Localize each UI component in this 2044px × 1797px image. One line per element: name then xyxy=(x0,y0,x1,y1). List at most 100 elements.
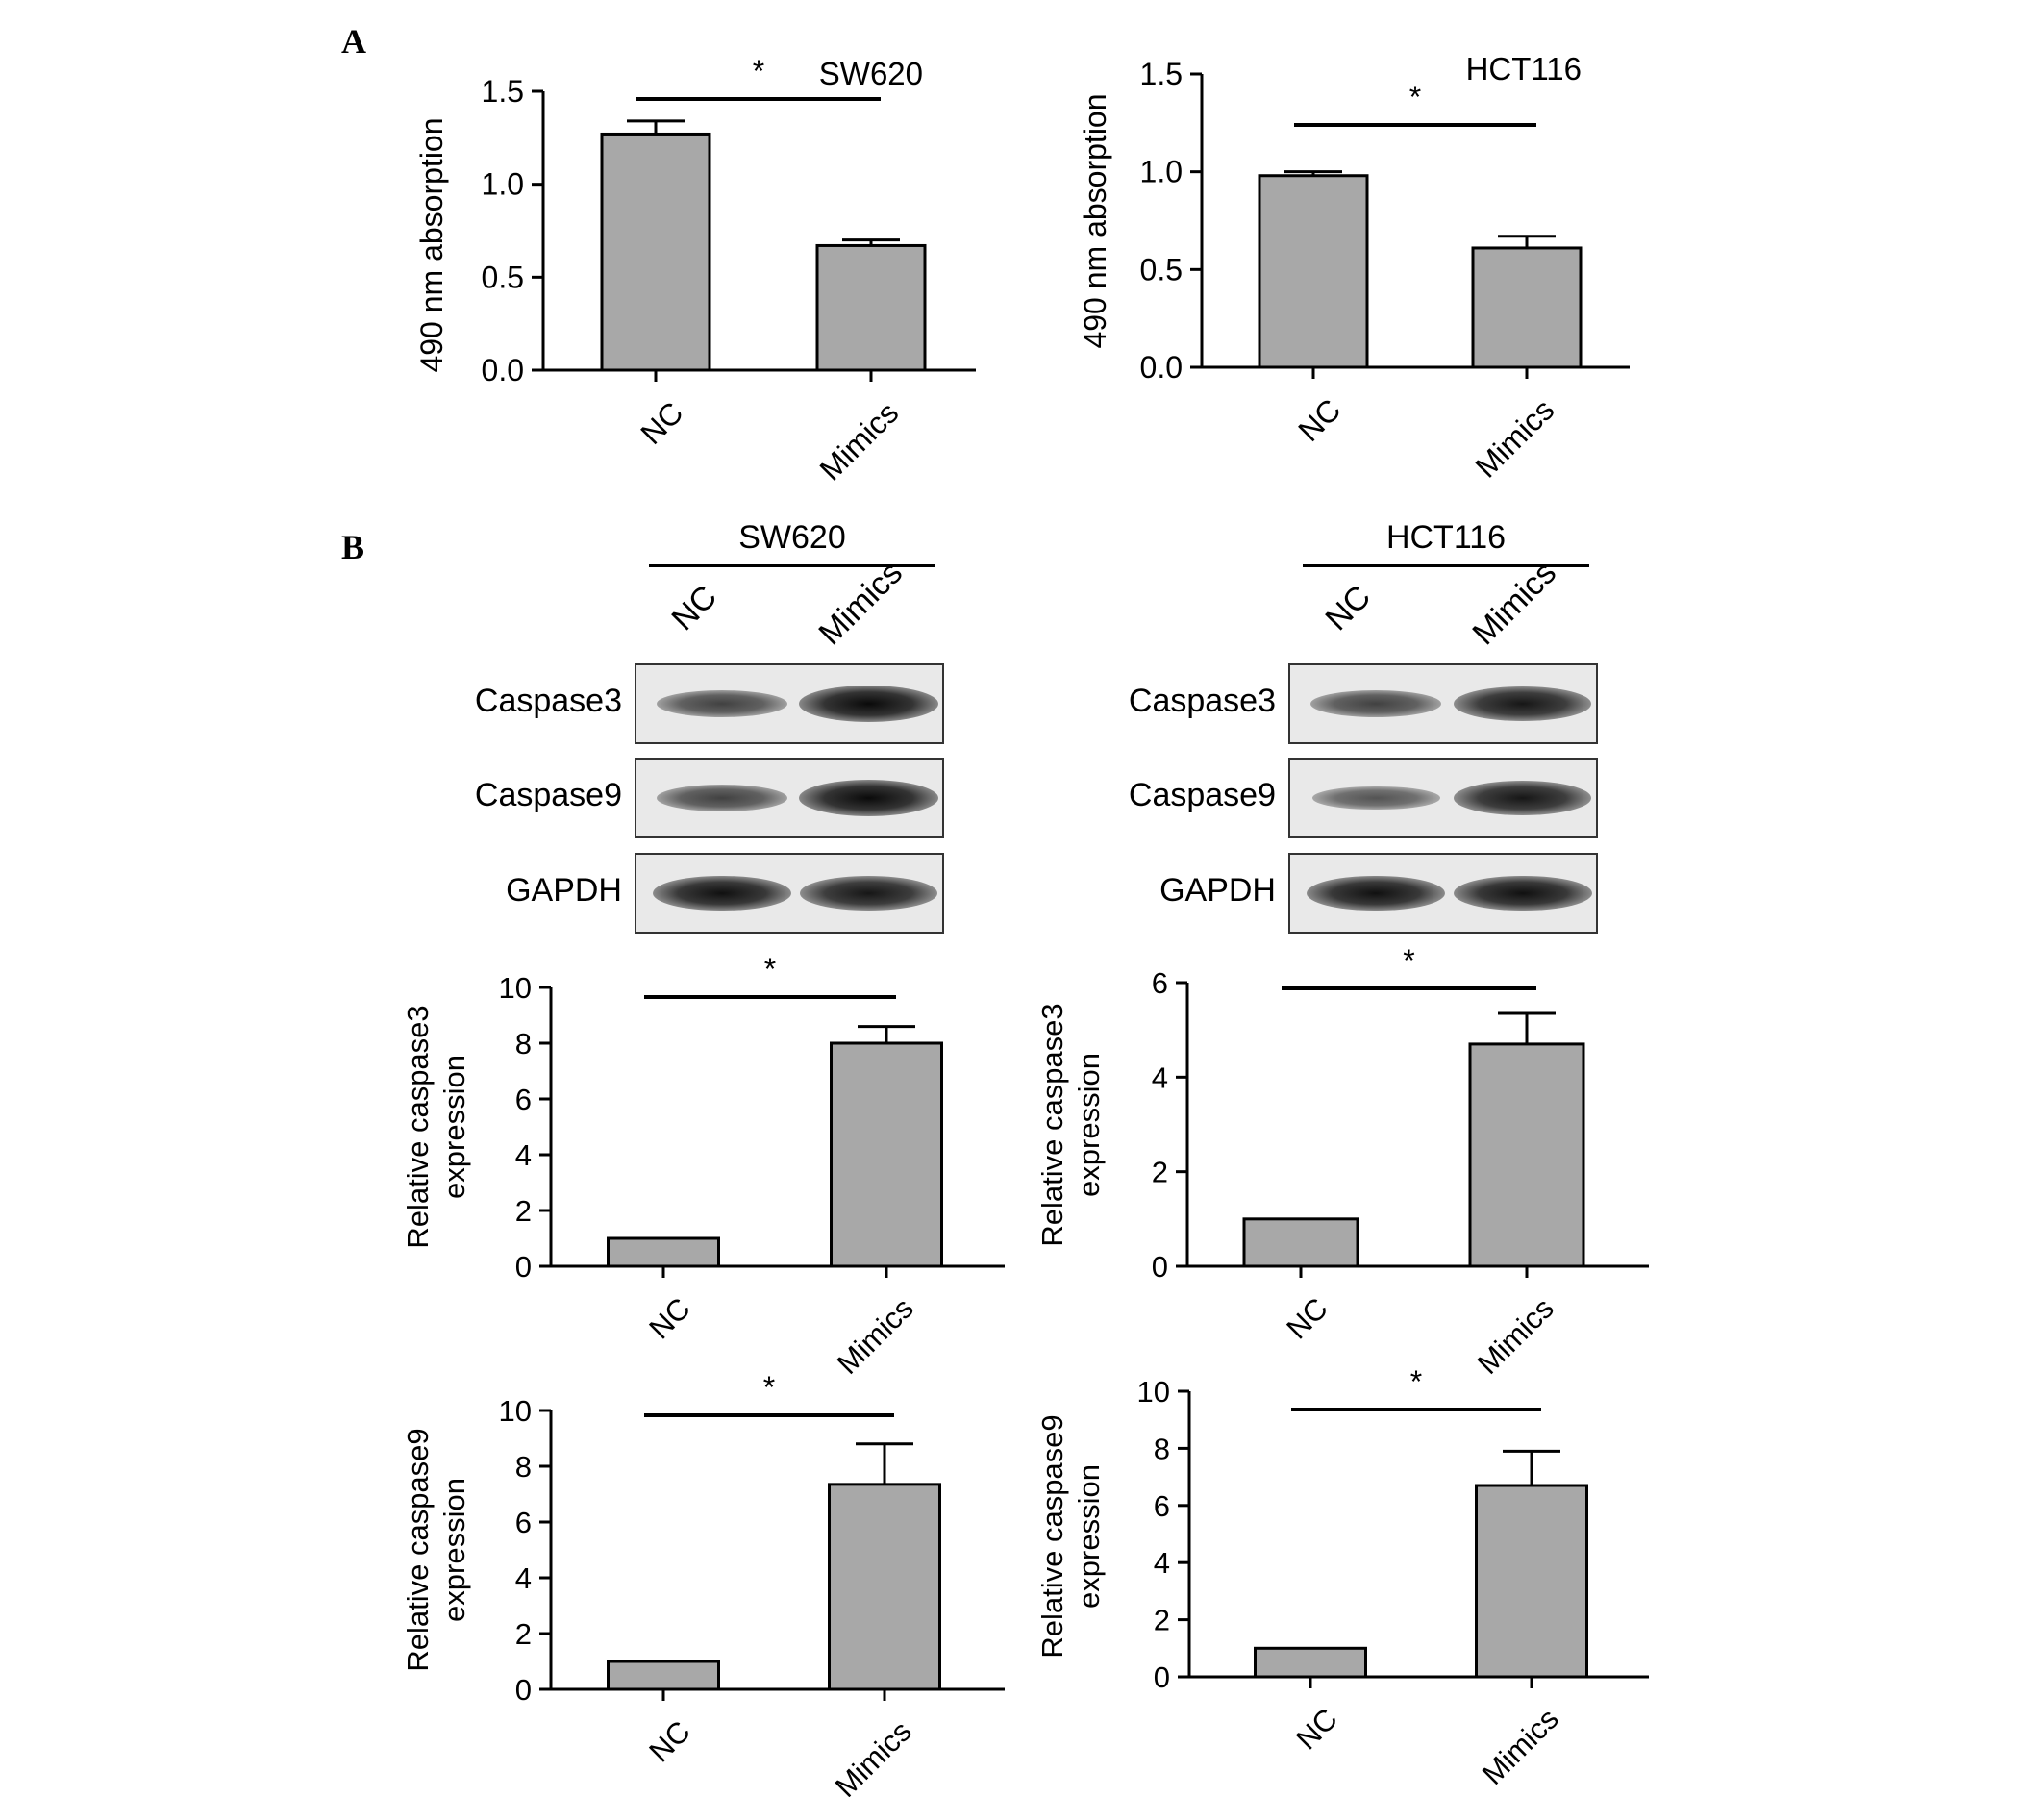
y-tick-label: 6 xyxy=(1154,1489,1170,1523)
bar-nc xyxy=(607,1236,720,1268)
band-mimics xyxy=(799,686,939,722)
blot-strip-caspase9 xyxy=(635,758,944,838)
blot-row-label: Caspase9 xyxy=(1128,777,1276,813)
chart-b-sw620-caspase9: 0 2 4 6 8 10 NC Mimics * Relative caspase9express… xyxy=(401,1370,1005,1797)
y-tick-label: 4 xyxy=(1152,1061,1168,1094)
bar-mimics xyxy=(1471,246,1583,369)
y-tick-label: 10 xyxy=(499,971,532,1005)
lane-label-nc: NC xyxy=(664,578,725,638)
x-tick-label: Mimics xyxy=(1469,392,1561,485)
y-tick-label: 2 xyxy=(1152,1156,1168,1189)
band-mimics xyxy=(1453,875,1592,911)
bar-mimics xyxy=(1468,1042,1585,1268)
y-tick-label: 8 xyxy=(1154,1432,1170,1465)
blot-cell-line-title: SW620 xyxy=(738,519,846,556)
blot-strip-gapdh xyxy=(1288,853,1598,934)
chart-b-hct116-caspase9: 0 2 4 6 8 10 NC Mimics * Relative caspase9express… xyxy=(1035,1364,1649,1791)
y-tick-label: 10 xyxy=(499,1394,532,1428)
chart-b-sw620-caspase3: 0 2 4 6 8 10 NC Mimics * Relative caspase3express… xyxy=(401,952,1005,1381)
blot-title-underline xyxy=(1303,564,1589,567)
significance-star: * xyxy=(764,952,776,986)
y-tick-label: 0 xyxy=(515,1673,532,1707)
blot-cell-line-title: HCT116 xyxy=(1385,519,1507,556)
bar-nc xyxy=(1258,174,1369,369)
blot-strip-caspase3 xyxy=(1288,663,1598,744)
lane-label-mimics: Mimics xyxy=(811,554,910,653)
western-blot-hct116: HCT116 NC Mimics Caspase3 Caspase9 GAPDH xyxy=(1086,519,1625,934)
y-tick-label: 0.0 xyxy=(482,353,524,387)
y-tick-label: 2 xyxy=(515,1194,532,1228)
band-nc xyxy=(1311,786,1440,811)
x-tick-label: NC xyxy=(634,395,689,451)
x-tick-label: NC xyxy=(642,1291,696,1345)
chart-a-sw620: 0.0 0.5 1.0 1.5 NC Mimics * SW620 490 nm absorpt… xyxy=(414,54,976,487)
band-mimics xyxy=(800,876,938,911)
blot-strip-caspase3 xyxy=(635,663,944,744)
bar-nc xyxy=(600,132,711,372)
blot-row-label: Caspase9 xyxy=(474,777,622,813)
y-tick-label: 1.0 xyxy=(1140,155,1183,189)
y-tick-label: 0 xyxy=(1152,1250,1168,1284)
x-tick-label: NC xyxy=(1289,1702,1343,1756)
y-tick-label: 1.5 xyxy=(482,74,524,109)
bar-mimics xyxy=(815,243,927,372)
band-nc xyxy=(1310,689,1442,718)
x-tick-label: NC xyxy=(1280,1291,1334,1345)
y-tick-label: 6 xyxy=(515,1083,532,1116)
blot-row-label: Caspase3 xyxy=(1128,683,1276,719)
blot-title-underline xyxy=(649,564,935,567)
band-nc xyxy=(657,784,788,812)
band-mimics xyxy=(1454,686,1592,721)
y-axis-label: Relative caspase9expression xyxy=(401,1428,471,1671)
y-tick-label: 1.0 xyxy=(482,167,524,202)
band-mimics xyxy=(1454,781,1592,815)
y-tick-label: 4 xyxy=(1154,1546,1170,1580)
significance-star: * xyxy=(1403,943,1414,978)
band-nc xyxy=(653,875,792,911)
lane-label-mimics: Mimics xyxy=(1465,554,1563,653)
y-tick-label: 6 xyxy=(1152,966,1168,1000)
band-mimics xyxy=(799,780,939,816)
y-axis-label: Relative caspase9expression xyxy=(1035,1414,1106,1658)
blot-strip-gapdh xyxy=(635,853,944,934)
lane-label-nc: NC xyxy=(1318,578,1379,638)
y-tick-label: 8 xyxy=(515,1027,532,1061)
y-axis-label: 490 nm absorption xyxy=(1078,93,1112,348)
y-tick-label: 0 xyxy=(515,1250,532,1284)
bar-mimics xyxy=(828,1483,941,1691)
x-tick-label: Mimics xyxy=(813,395,906,487)
y-tick-label: 4 xyxy=(515,1561,532,1595)
chart-title: SW620 xyxy=(819,56,923,91)
significance-star: * xyxy=(1410,1364,1422,1399)
blot-row-label: Caspase3 xyxy=(474,683,622,719)
y-tick-label: 10 xyxy=(1137,1375,1170,1409)
significance-star: * xyxy=(1409,80,1421,114)
bar-nc xyxy=(1242,1217,1359,1268)
band-nc xyxy=(1307,875,1446,911)
y-tick-label: 0.5 xyxy=(1140,252,1183,287)
x-tick-label: NC xyxy=(642,1714,696,1768)
blot-row-label: GAPDH xyxy=(1159,872,1276,909)
western-blot-sw620: SW620 NC Mimics Caspase3 Caspase9 GAPDH xyxy=(433,519,971,934)
chart-title: HCT116 xyxy=(1466,51,1582,87)
bar-mimics xyxy=(830,1041,943,1268)
blot-strip-caspase9 xyxy=(1288,758,1598,838)
bar-nc xyxy=(1254,1646,1367,1679)
y-tick-label: 0.0 xyxy=(1140,350,1183,385)
y-tick-label: 2 xyxy=(515,1617,532,1651)
y-tick-label: 0.5 xyxy=(482,260,524,294)
y-tick-label: 6 xyxy=(515,1506,532,1539)
x-tick-label: Mimics xyxy=(829,1714,918,1797)
y-axis-label: Relative caspase3expression xyxy=(401,1005,471,1248)
x-tick-label: Mimics xyxy=(831,1291,920,1381)
y-axis-label: Relative caspase3expression xyxy=(1035,1003,1106,1246)
bar-nc xyxy=(607,1660,720,1691)
chart-a-hct116: 0.0 0.5 1.0 1.5 NC Mimics * HCT116 490 nm absorp… xyxy=(1078,51,1630,485)
band-nc xyxy=(657,689,788,718)
y-tick-label: 8 xyxy=(515,1450,532,1484)
y-tick-label: 4 xyxy=(515,1138,532,1172)
x-tick-label: NC xyxy=(1291,392,1347,448)
y-tick-label: 1.5 xyxy=(1140,57,1183,91)
y-tick-label: 2 xyxy=(1154,1604,1170,1637)
